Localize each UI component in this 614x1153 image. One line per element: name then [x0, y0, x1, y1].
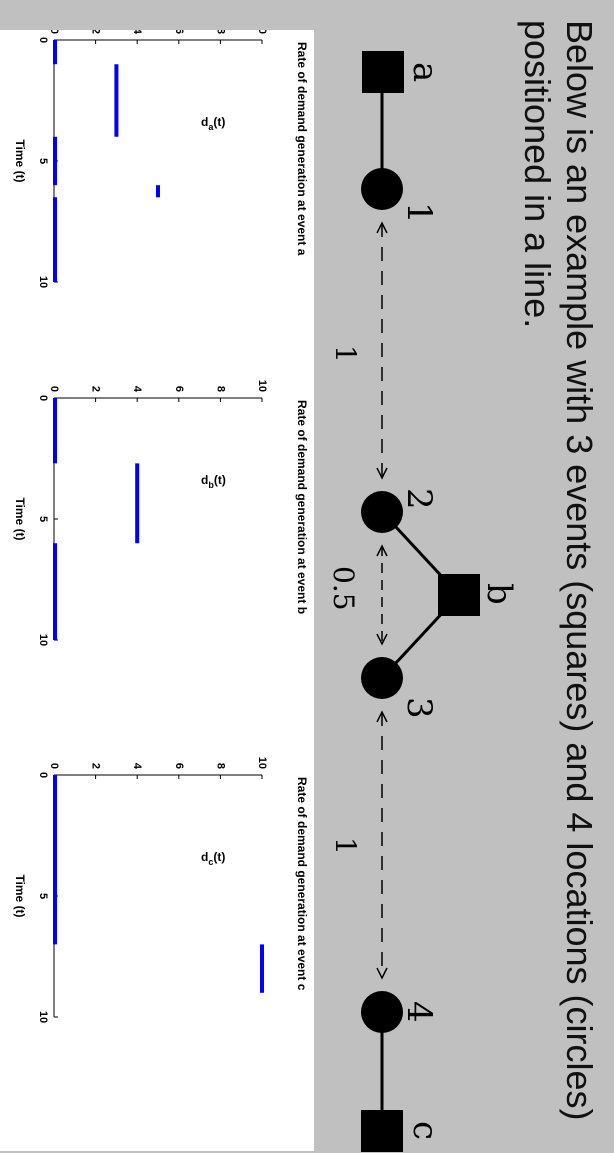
chart-xtick-label: 10	[37, 1011, 49, 1023]
chart-ytick-label: 4	[131, 763, 143, 770]
distance-label-1-2: 1	[329, 345, 362, 363]
distance-arrow-2-3	[376, 544, 388, 646]
event-label-a: a	[405, 62, 445, 82]
chart-ytick-label: 6	[173, 763, 185, 769]
location-label-3: 3	[399, 697, 439, 719]
chart-2: Rate of demand generation at event c dc(t…	[13, 757, 309, 1023]
event-square-b	[438, 574, 480, 616]
demand-rate-charts: Rate of demand generation at event a da(t…	[13, 22, 309, 1023]
location-circle-2	[361, 491, 403, 533]
chart-ytick-label: 2	[90, 386, 102, 392]
chart-ytick-label: 10	[256, 30, 268, 34]
chart-ytick-label: 6	[173, 386, 185, 392]
event-label-b: b	[479, 583, 519, 605]
chart-xtick-label: 10	[37, 634, 49, 646]
event-square-a	[362, 51, 404, 93]
location-circle-3	[361, 657, 403, 699]
chart-xtick-label: 5	[37, 516, 49, 522]
chart-xtick-label: 10	[37, 276, 49, 288]
chart-ylabel: dc(t)	[201, 850, 225, 867]
chart-title: Rate of demand generation at event a	[295, 42, 309, 256]
chart-title: Rate of demand generation at event c	[295, 777, 309, 991]
chart-xtick-label: 0	[37, 37, 49, 43]
charts-panel: Rate of demand generation at event a da(t…	[0, 22, 314, 1151]
chart-ytick-label: 4	[131, 30, 143, 35]
chart-ytick-label: 0	[48, 386, 60, 392]
chart-xtick-label: 0	[37, 772, 49, 778]
location-label-4: 4	[399, 1001, 439, 1023]
chart-ytick-label: 6	[173, 30, 185, 34]
chart-ytick-label: 8	[214, 30, 226, 34]
distance-arrow-1-2	[376, 221, 388, 480]
chart-xlabel: Time (t)	[13, 139, 27, 182]
chart-xtick-label: 0	[37, 395, 49, 401]
location-circle-4	[361, 991, 403, 1033]
chart-ytick-label: 8	[214, 763, 226, 769]
chart-ytick-label: 8	[214, 386, 226, 392]
chart-ylabel: da(t)	[201, 115, 225, 132]
location-circle-1	[361, 168, 403, 210]
chart-ytick-label: 0	[48, 30, 60, 34]
event-location-diagram: a b c 1 2 3 4 1 0.5 1	[327, 51, 519, 1152]
chart-ylabel: db(t)	[201, 473, 226, 490]
chart-xtick-label: 5	[37, 893, 49, 899]
chart-0: Rate of demand generation at event a da(t…	[13, 22, 309, 288]
event-square-c	[361, 1110, 403, 1152]
distance-label-3-4: 1	[329, 837, 362, 855]
chart-ytick-label: 2	[90, 763, 102, 769]
location-label-1: 1	[399, 202, 439, 224]
distance-label-2-3: 0.5	[327, 566, 360, 611]
chart-ytick-label: 0	[48, 763, 60, 769]
chart-ytick-label: 4	[131, 386, 143, 393]
chart-title: Rate of demand generation at event b	[295, 400, 309, 614]
chart-ytick-label: 10	[256, 757, 268, 769]
distance-arrow-3-4	[376, 710, 388, 980]
chart-ytick-label: 2	[90, 30, 102, 34]
chart-ytick-label: 10	[256, 380, 268, 392]
chart-xlabel: Time (t)	[13, 874, 27, 917]
chart-1: Rate of demand generation at event b db(t…	[13, 380, 309, 646]
location-label-2: 2	[399, 488, 439, 510]
chart-xlabel: Time (t)	[13, 497, 27, 540]
chart-xtick-label: 5	[37, 158, 49, 164]
event-label-c: c	[405, 1121, 445, 1140]
